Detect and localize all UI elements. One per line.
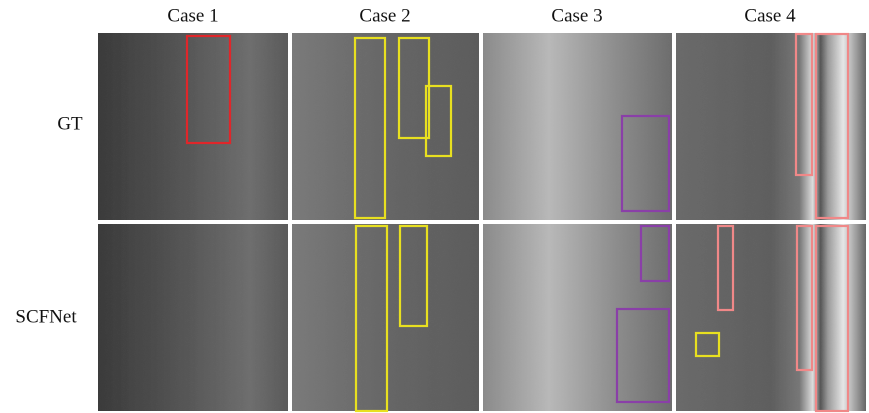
column-header: Case 1 bbox=[167, 5, 218, 26]
row-label: GT bbox=[57, 113, 83, 134]
figure: Case 1 Case 2 Case 3 Case 4 GT SCFNet bbox=[0, 0, 869, 413]
image-grid bbox=[98, 33, 866, 411]
image bbox=[483, 33, 672, 220]
image bbox=[676, 224, 866, 411]
image bbox=[98, 33, 288, 220]
column-header: Case 3 bbox=[551, 5, 602, 26]
image bbox=[98, 224, 288, 411]
column-header: Case 2 bbox=[359, 5, 410, 26]
column-header: Case 4 bbox=[744, 5, 796, 26]
image bbox=[483, 224, 672, 411]
image bbox=[292, 224, 479, 411]
image bbox=[676, 33, 866, 220]
row-label: SCFNet bbox=[15, 306, 77, 327]
